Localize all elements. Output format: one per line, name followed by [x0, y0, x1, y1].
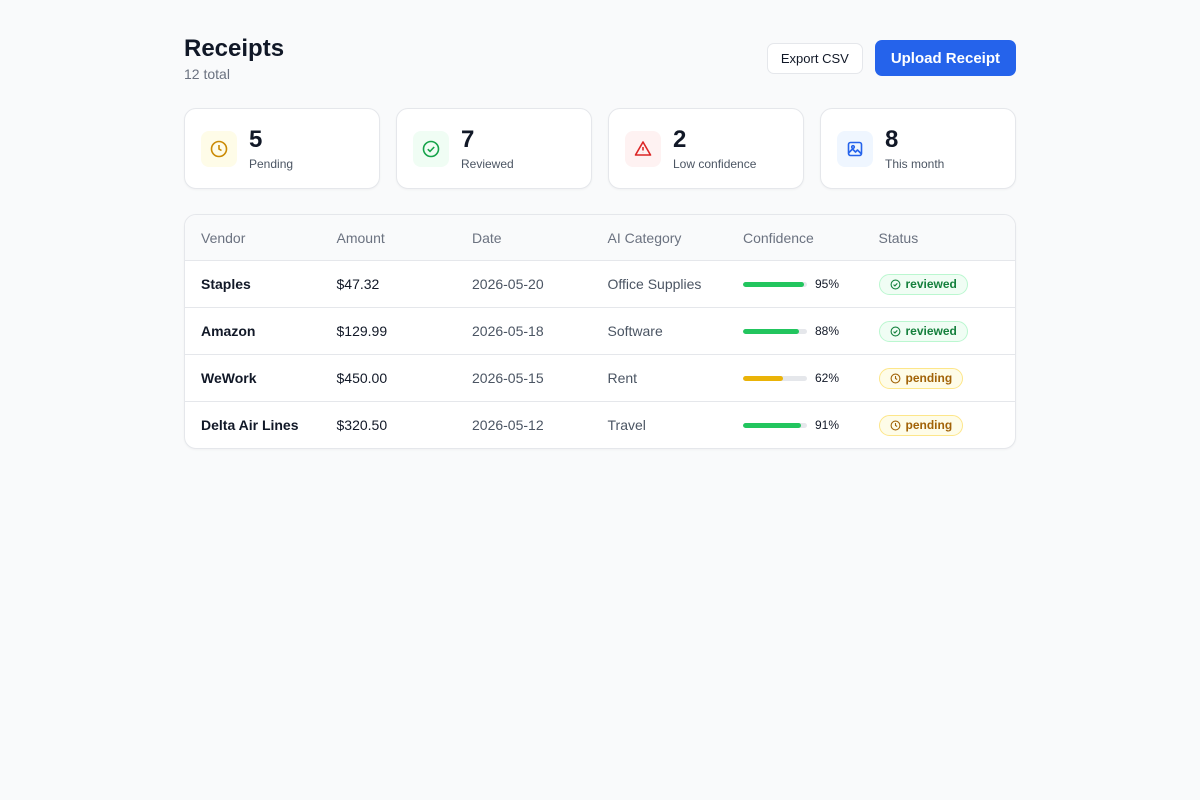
- subtitle: 12 total: [184, 66, 230, 82]
- stat-value: 5: [249, 125, 263, 153]
- status: pending: [863, 414, 999, 436]
- status-badge: reviewed: [878, 320, 968, 342]
- confidence-bar: [743, 375, 783, 381]
- receipts-view: Receipts 12 total Export CSV Upload Rece…: [184, 34, 1016, 449]
- status-icon: [890, 279, 901, 290]
- date: 2026-05-15: [472, 370, 544, 386]
- stat-label: Low confidence: [673, 156, 757, 171]
- status: reviewed: [863, 273, 999, 295]
- vendor: Staples: [201, 276, 251, 292]
- table-header: Vendor Amount Date AI Category Confidence Sta…: [185, 215, 1015, 260]
- stat-icon: [837, 130, 873, 167]
- confidence-bar: [743, 281, 804, 287]
- column-header: Date: [472, 229, 502, 246]
- vendor: Amazon: [201, 323, 256, 339]
- confidence-label: 88%: [815, 324, 840, 338]
- status-icon: [890, 373, 901, 384]
- stat-card: 8 This month: [820, 108, 1016, 189]
- date: 2026-05-12: [472, 417, 544, 433]
- confidence-track: [743, 375, 807, 381]
- confidence-bar: [743, 422, 802, 428]
- stat-card: 2 Low confidence: [608, 108, 804, 189]
- amount: $129.99: [336, 323, 388, 339]
- status-badge: pending: [878, 414, 964, 436]
- status-icon: [890, 326, 901, 337]
- title-block: Receipts 12 total: [184, 34, 284, 82]
- vendor: WeWork: [201, 370, 257, 386]
- status-icon: [890, 420, 901, 431]
- status-text: reviewed: [905, 324, 957, 338]
- stat-value: 8: [885, 125, 899, 153]
- page-title: Receipts: [184, 35, 285, 62]
- amount: $47.32: [336, 276, 380, 292]
- table-row: Amazon $129.99 2026-05-18 Software 88% review…: [185, 307, 1015, 354]
- stat-value: 2: [673, 125, 687, 153]
- category: Rent: [607, 370, 638, 386]
- column-header: Confidence: [743, 229, 814, 246]
- status-badge: pending: [878, 367, 964, 389]
- column-header: AI Category: [607, 229, 682, 246]
- upload-button[interactable]: Upload Receipt: [874, 40, 1016, 76]
- date: 2026-05-18: [472, 323, 544, 339]
- stat-icon: [413, 130, 449, 167]
- status: pending: [863, 367, 999, 389]
- stat-icon: [625, 130, 661, 167]
- stat-card: 5 Pending: [184, 108, 380, 189]
- confidence-label: 91%: [815, 418, 840, 432]
- confidence: 88%: [727, 324, 863, 338]
- table-row: Staples $47.32 2026-05-20 Office Supplies 95…: [185, 260, 1015, 307]
- confidence-track: [743, 422, 807, 428]
- column-header: Amount: [336, 229, 385, 246]
- stat-value: 7: [461, 125, 475, 153]
- table-row: WeWork $450.00 2026-05-15 Rent 62% pending: [185, 354, 1015, 401]
- table-row: Delta Air Lines $320.50 2026-05-12 Travel 91…: [185, 401, 1015, 448]
- confidence: 95%: [727, 277, 863, 291]
- column-header: Vendor: [201, 229, 246, 246]
- header: Receipts 12 total Export CSV Upload Rece…: [184, 34, 1016, 108]
- stat-label: Reviewed: [461, 156, 514, 171]
- category: Office Supplies: [607, 276, 702, 292]
- stat-card: 7 Reviewed: [396, 108, 592, 189]
- category: Software: [607, 323, 663, 339]
- confidence-track: [743, 328, 807, 334]
- export-button[interactable]: Export CSV: [766, 43, 863, 74]
- status-badge: reviewed: [878, 273, 968, 295]
- confidence-label: 62%: [815, 371, 840, 385]
- confidence-track: [743, 281, 807, 287]
- category: Travel: [607, 417, 646, 433]
- amount: $450.00: [336, 370, 388, 386]
- status: reviewed: [863, 320, 999, 342]
- status-text: reviewed: [905, 277, 957, 291]
- confidence: 62%: [727, 371, 863, 385]
- date: 2026-05-20: [472, 276, 544, 292]
- stat-label: This month: [885, 156, 945, 171]
- vendor: Delta Air Lines: [201, 417, 299, 433]
- amount: $320.50: [336, 417, 388, 433]
- confidence: 91%: [727, 418, 863, 432]
- actions: Export CSV Upload Receipt: [766, 40, 1016, 76]
- status-text: pending: [905, 371, 953, 385]
- receipts-table: Vendor Amount Date AI Category Confidence Sta…: [184, 214, 1016, 449]
- column-header: Status: [878, 229, 919, 246]
- stat-label: Pending: [249, 156, 294, 171]
- stat-icon: [201, 130, 237, 167]
- stat-cards: 5 Pending 7 Reviewed 2 Low confidence 8 This…: [184, 108, 1016, 189]
- confidence-bar: [743, 328, 800, 334]
- confidence-label: 95%: [815, 277, 840, 291]
- status-text: pending: [905, 418, 953, 432]
